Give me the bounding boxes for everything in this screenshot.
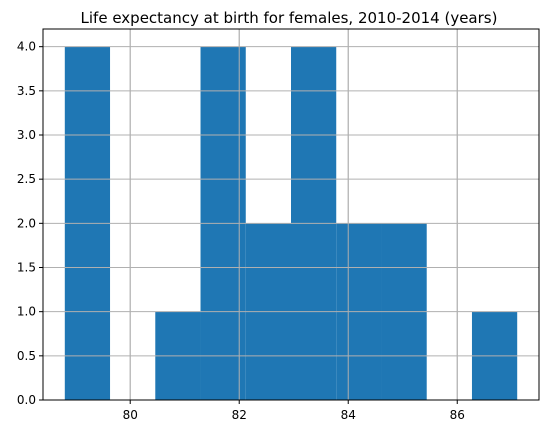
y-tick-label: 2.0 — [17, 216, 36, 230]
y-tick-label: 1.0 — [17, 305, 36, 319]
x-tick-label: 80 — [123, 408, 138, 422]
y-tick-label: 4.0 — [17, 40, 36, 54]
y-tick-label: 2.5 — [17, 172, 36, 186]
y-tick-label: 0.5 — [17, 349, 36, 363]
y-tick-label: 3.0 — [17, 128, 36, 142]
x-axis-ticks: 80 82 84 86 — [123, 400, 465, 422]
y-tick-label: 1.5 — [17, 261, 36, 275]
y-tick-label: 0.0 — [17, 393, 36, 407]
x-tick-label: 86 — [450, 408, 465, 422]
y-tick-label: 3.5 — [17, 84, 36, 98]
plot-frame — [42, 28, 540, 401]
chart-title: Life expectancy at birth for females, 20… — [81, 9, 498, 27]
y-axis-ticks: 0.0 0.5 1.0 1.5 2.0 2.5 3.0 3.5 4.0 — [17, 40, 43, 407]
x-tick-label: 82 — [232, 408, 247, 422]
x-tick-label: 84 — [341, 408, 356, 422]
